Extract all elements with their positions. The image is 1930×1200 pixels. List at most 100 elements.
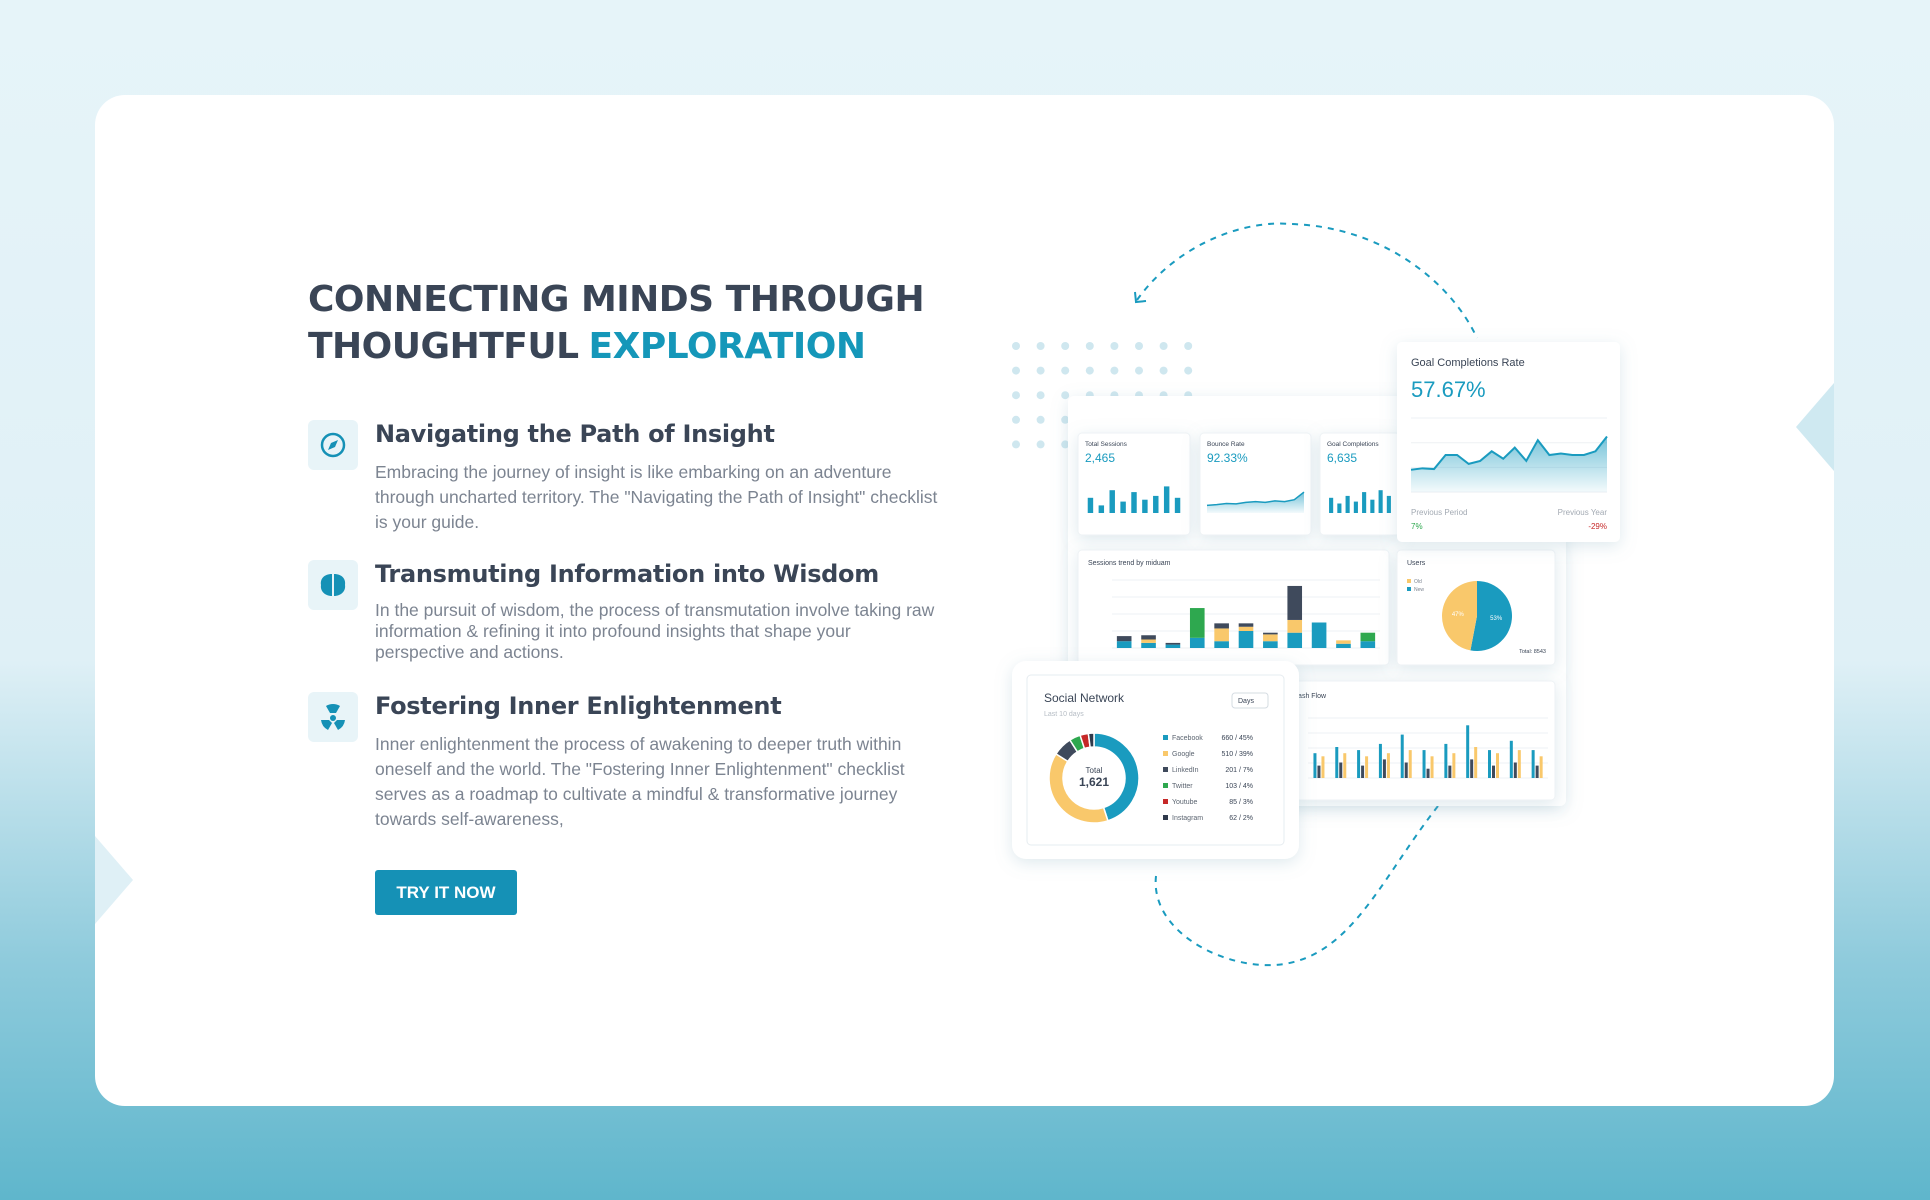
stacked-bar <box>1311 622 1327 648</box>
dot <box>1012 440 1020 449</box>
dot <box>1184 366 1193 375</box>
bar <box>1337 503 1342 513</box>
dot <box>1159 366 1168 375</box>
bar <box>1378 490 1383 513</box>
dot <box>1036 415 1045 424</box>
stacked-bar <box>1238 623 1254 627</box>
widget-text: 53% <box>1490 616 1503 622</box>
bar <box>1452 753 1456 778</box>
bar <box>1087 497 1094 513</box>
headline: CONNECTING MINDS THROUGH THOUGHTFUL EXPLOR… <box>308 276 925 370</box>
bar <box>1313 753 1317 778</box>
dot <box>1012 415 1020 424</box>
try-button[interactable]: TRY IT NOW <box>375 870 517 915</box>
bar <box>1400 734 1404 778</box>
legend-swatch <box>1163 815 1168 820</box>
widget-text: Previous Period <box>1411 508 1467 517</box>
widget-text: 57.67% <box>1411 377 1486 402</box>
stacked-bar <box>1141 639 1156 643</box>
dot <box>1184 342 1193 350</box>
widget-text: Facebook <box>1172 735 1203 742</box>
widget-text: New <box>1414 587 1424 593</box>
bar <box>1470 759 1474 778</box>
filter-button[interactable] <box>1231 692 1269 709</box>
area <box>1411 436 1607 492</box>
widget-text: Total Sessions <box>1085 441 1128 448</box>
bar <box>1386 495 1391 513</box>
dot <box>1036 366 1045 375</box>
widget-text: Users <box>1407 560 1426 567</box>
stacked-bar <box>1116 636 1132 642</box>
stacked-bar <box>1263 641 1278 648</box>
stacked-bar <box>1214 623 1229 629</box>
feature-text: Embracing the journey of insight is like… <box>375 462 938 532</box>
widget-text: Goal Completions <box>1327 441 1379 448</box>
bar <box>1513 762 1517 778</box>
widget-text: Social Network <box>1044 691 1125 705</box>
bar <box>1153 495 1159 513</box>
widget-text: 92.33% <box>1207 451 1248 465</box>
widget-text: 85 / 3% <box>1229 799 1253 806</box>
legend-swatch <box>1407 587 1411 591</box>
widget-text: 47% <box>1452 612 1465 618</box>
dot <box>1061 415 1070 424</box>
bar <box>1474 747 1478 778</box>
bar <box>1343 753 1347 778</box>
widget-card <box>1077 432 1191 536</box>
dot <box>1061 366 1070 375</box>
legend-swatch <box>1163 735 1168 740</box>
bar <box>1382 759 1386 778</box>
widget-text: 7% <box>1411 522 1423 531</box>
widget-text: Google <box>1172 751 1195 758</box>
bar <box>1492 765 1495 778</box>
stacked-bar <box>1214 641 1229 648</box>
widget-text: Sessions trend by miduam <box>1088 560 1171 567</box>
bar <box>1496 753 1499 778</box>
bar <box>1531 750 1535 778</box>
bar <box>1174 497 1181 513</box>
dot <box>1036 440 1045 449</box>
widget-text: Old <box>1414 579 1422 585</box>
stacked-bar <box>1336 643 1351 648</box>
stacked-bar <box>1287 632 1303 648</box>
arrow-head <box>1134 291 1147 304</box>
donut-segment <box>1087 732 1095 749</box>
widget-text: Youtube <box>1172 799 1198 806</box>
stacked-bar <box>1287 619 1303 633</box>
decor-right <box>1796 383 1834 471</box>
legend-swatch <box>1163 799 1168 804</box>
bar <box>1509 740 1513 778</box>
social-inner <box>1026 674 1285 846</box>
line <box>1206 491 1305 507</box>
dot <box>1036 342 1045 350</box>
stacked-bar <box>1360 641 1376 648</box>
dot <box>1012 391 1020 400</box>
dot <box>1085 342 1094 350</box>
bar <box>1378 743 1382 778</box>
widget-text: Total: 8543 <box>1519 649 1546 655</box>
feature-title: Transmuting Information into Wisdom <box>375 560 879 588</box>
bar <box>1535 765 1539 778</box>
widget-card <box>1199 432 1312 536</box>
widget-text: LinkedIn <box>1172 767 1199 774</box>
bar <box>1353 501 1358 513</box>
dot <box>1085 366 1094 375</box>
headline-line1: CONNECTING MINDS THROUGH <box>308 279 925 320</box>
bar <box>1098 505 1105 513</box>
bar <box>1109 490 1115 513</box>
legend-swatch <box>1163 751 1168 756</box>
widget-text: Bounce Rate <box>1207 441 1245 448</box>
legend-swatch <box>1163 767 1168 772</box>
bar <box>1361 765 1365 778</box>
legend-swatch <box>1407 579 1411 583</box>
widget-text: Days <box>1238 698 1254 705</box>
bar <box>1120 501 1126 513</box>
area <box>1207 492 1304 513</box>
widget-text: Cash Flow <box>1293 693 1327 700</box>
bar <box>1430 756 1434 778</box>
widget-text: 1,621 <box>1079 775 1109 789</box>
bar <box>1539 756 1543 778</box>
stacked-bar <box>1360 632 1376 642</box>
